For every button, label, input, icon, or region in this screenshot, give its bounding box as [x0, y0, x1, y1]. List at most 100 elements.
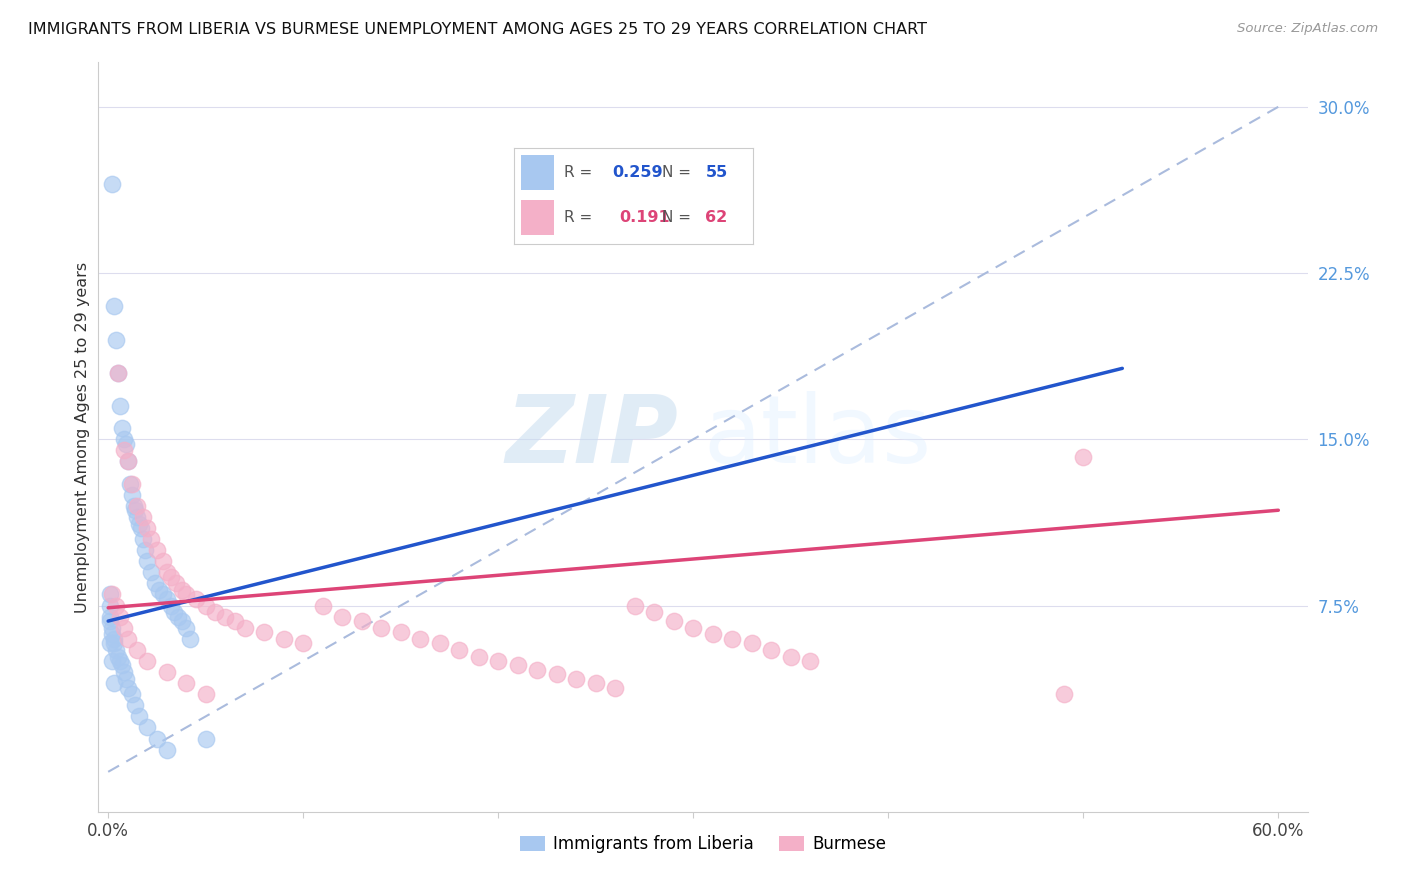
Point — [104, 333, 127, 347]
Point — [172, 614, 194, 628]
Text: IMMIGRANTS FROM LIBERIA VS BURMESE UNEMPLOYMENT AMONG AGES 25 TO 29 YEARS CORREL: IMMIGRANTS FROM LIBERIA VS BURMESE UNEMP… — [28, 22, 927, 37]
Point — [121, 488, 143, 502]
Text: atlas: atlas — [703, 391, 931, 483]
Point — [104, 599, 127, 613]
Point — [156, 566, 179, 580]
Text: 0.259: 0.259 — [612, 165, 662, 180]
Point — [194, 599, 217, 613]
Text: Source: ZipAtlas.com: Source: ZipAtlas.com — [1237, 22, 1378, 36]
Point — [104, 643, 127, 657]
Point — [585, 676, 607, 690]
Point — [101, 621, 124, 635]
Point — [122, 499, 145, 513]
Point — [799, 654, 821, 668]
Point — [370, 621, 392, 635]
Text: N =: N = — [662, 210, 696, 225]
Point — [184, 591, 207, 606]
Point — [662, 614, 685, 628]
Point — [98, 587, 121, 601]
Point — [146, 543, 169, 558]
Point — [108, 654, 131, 668]
Point — [121, 687, 143, 701]
Point — [103, 299, 125, 313]
Text: N =: N = — [662, 165, 696, 180]
Point — [107, 366, 129, 380]
FancyBboxPatch shape — [520, 155, 554, 190]
Point — [174, 676, 197, 690]
Text: 0.191: 0.191 — [619, 210, 669, 225]
Point — [152, 554, 174, 568]
Text: ZIP: ZIP — [506, 391, 679, 483]
Point — [136, 554, 159, 568]
Point — [174, 621, 197, 635]
Point — [117, 632, 139, 646]
Point — [233, 621, 256, 635]
Point — [167, 609, 190, 624]
Point — [152, 587, 174, 601]
Point — [112, 432, 135, 446]
Point — [136, 654, 159, 668]
Point — [107, 366, 129, 380]
Point — [253, 625, 276, 640]
Point — [526, 663, 548, 677]
Point — [111, 421, 134, 435]
Point — [623, 599, 645, 613]
Point — [159, 599, 181, 613]
Point — [128, 709, 150, 723]
Point — [112, 443, 135, 458]
Point — [134, 543, 156, 558]
Point — [605, 681, 627, 695]
Point — [174, 587, 197, 601]
Point — [108, 609, 131, 624]
Point — [118, 476, 141, 491]
Point — [467, 649, 489, 664]
Point — [124, 503, 146, 517]
Point — [1053, 687, 1076, 701]
Point — [546, 667, 568, 681]
Point — [429, 636, 451, 650]
Point — [409, 632, 432, 646]
Text: 62: 62 — [706, 210, 727, 225]
Point — [389, 625, 412, 640]
Point — [131, 521, 153, 535]
Point — [114, 672, 136, 686]
Point — [103, 676, 125, 690]
Point — [148, 582, 170, 597]
Point — [565, 672, 588, 686]
Point — [741, 636, 763, 650]
Point — [121, 476, 143, 491]
Point — [127, 509, 149, 524]
Point — [779, 649, 801, 664]
Point — [159, 570, 181, 584]
Point — [114, 436, 136, 450]
Point — [98, 636, 121, 650]
Point — [702, 627, 724, 641]
Point — [101, 587, 124, 601]
Point — [292, 636, 315, 650]
Text: R =: R = — [564, 165, 598, 180]
Y-axis label: Unemployment Among Ages 25 to 29 years: Unemployment Among Ages 25 to 29 years — [75, 261, 90, 613]
Text: R =: R = — [564, 210, 602, 225]
Point — [132, 532, 155, 546]
Point — [224, 614, 246, 628]
Point — [761, 643, 783, 657]
Point — [132, 509, 155, 524]
Point — [111, 658, 134, 673]
Point — [165, 576, 187, 591]
Point — [312, 599, 335, 613]
Point — [98, 614, 121, 628]
Point — [163, 605, 186, 619]
Point — [350, 614, 373, 628]
Point — [486, 654, 509, 668]
Point — [143, 576, 166, 591]
Point — [682, 621, 704, 635]
Point — [179, 632, 201, 646]
Point — [136, 721, 159, 735]
Point — [139, 566, 162, 580]
Text: 55: 55 — [706, 165, 727, 180]
Point — [721, 632, 744, 646]
Point — [101, 627, 124, 641]
Point — [117, 454, 139, 468]
Point — [98, 599, 121, 613]
Point — [156, 665, 179, 679]
